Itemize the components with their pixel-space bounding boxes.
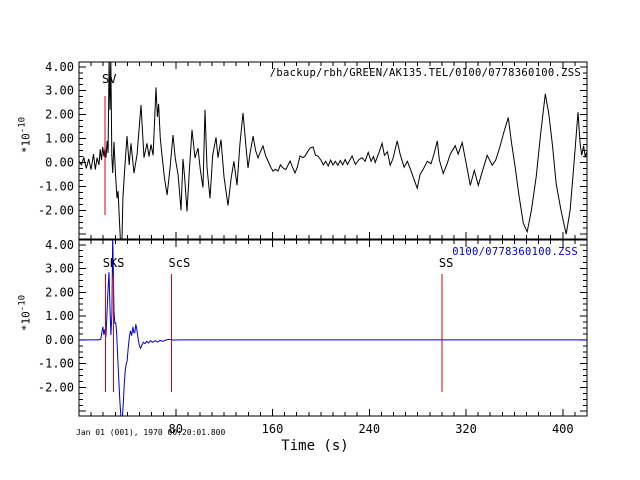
y-tick-label: 2.00 — [45, 285, 74, 299]
trace-start-timestamp: Jan 01 (001), 1970 00:20:01.800 — [76, 428, 226, 437]
trace-top — [79, 62, 587, 239]
x-tick-label: 320 — [455, 422, 477, 436]
y-tick-label: 0.00 — [45, 333, 74, 347]
y-tick-label: 4.00 — [45, 60, 74, 74]
y-tick-label: 3.00 — [45, 262, 74, 276]
y-tick-label: -1.00 — [38, 179, 74, 193]
y-unit-exponent: -10 — [17, 294, 28, 312]
y-unit-base: *10 — [19, 311, 33, 332]
y-tick-label: 3.00 — [45, 84, 74, 98]
panel-border — [78, 239, 588, 417]
y-tick-label: 1.00 — [45, 309, 74, 323]
pick-label: SV — [102, 72, 116, 86]
y-tick-label: 1.00 — [45, 132, 74, 146]
pick-label: ScS — [169, 256, 191, 270]
top-panel-file-path: /backup/rbh/GREEN/AK135.TEL/0100/0778360… — [269, 67, 581, 79]
y-tick-label: -2.00 — [38, 380, 74, 394]
x-axis-title: Time (s) — [281, 438, 349, 454]
trace-bottom — [79, 240, 587, 416]
x-tick-label: 160 — [262, 422, 284, 436]
y-tick-label: 2.00 — [45, 108, 74, 122]
bottom-panel-file-id: 0100/0778360100.ZSS — [452, 246, 578, 258]
y-tick-label: 0.00 — [45, 155, 74, 169]
y-tick-label: 4.00 — [45, 238, 74, 252]
x-tick-label: 400 — [552, 422, 574, 436]
pick-label: SS — [439, 256, 453, 270]
y-axis-unit-top: *10-10 — [18, 117, 33, 153]
y-unit-base: *10 — [19, 133, 33, 154]
x-tick-label: 240 — [358, 422, 380, 436]
y-tick-label: -2.00 — [38, 203, 74, 217]
y-axis-unit-bottom: *10-10 — [18, 295, 33, 331]
y-tick-label: -1.00 — [38, 357, 74, 371]
panel-border — [78, 61, 588, 240]
pick-label: SKS — [103, 256, 125, 270]
y-unit-exponent: -10 — [17, 116, 28, 134]
x-tick-label: 80 — [169, 422, 183, 436]
